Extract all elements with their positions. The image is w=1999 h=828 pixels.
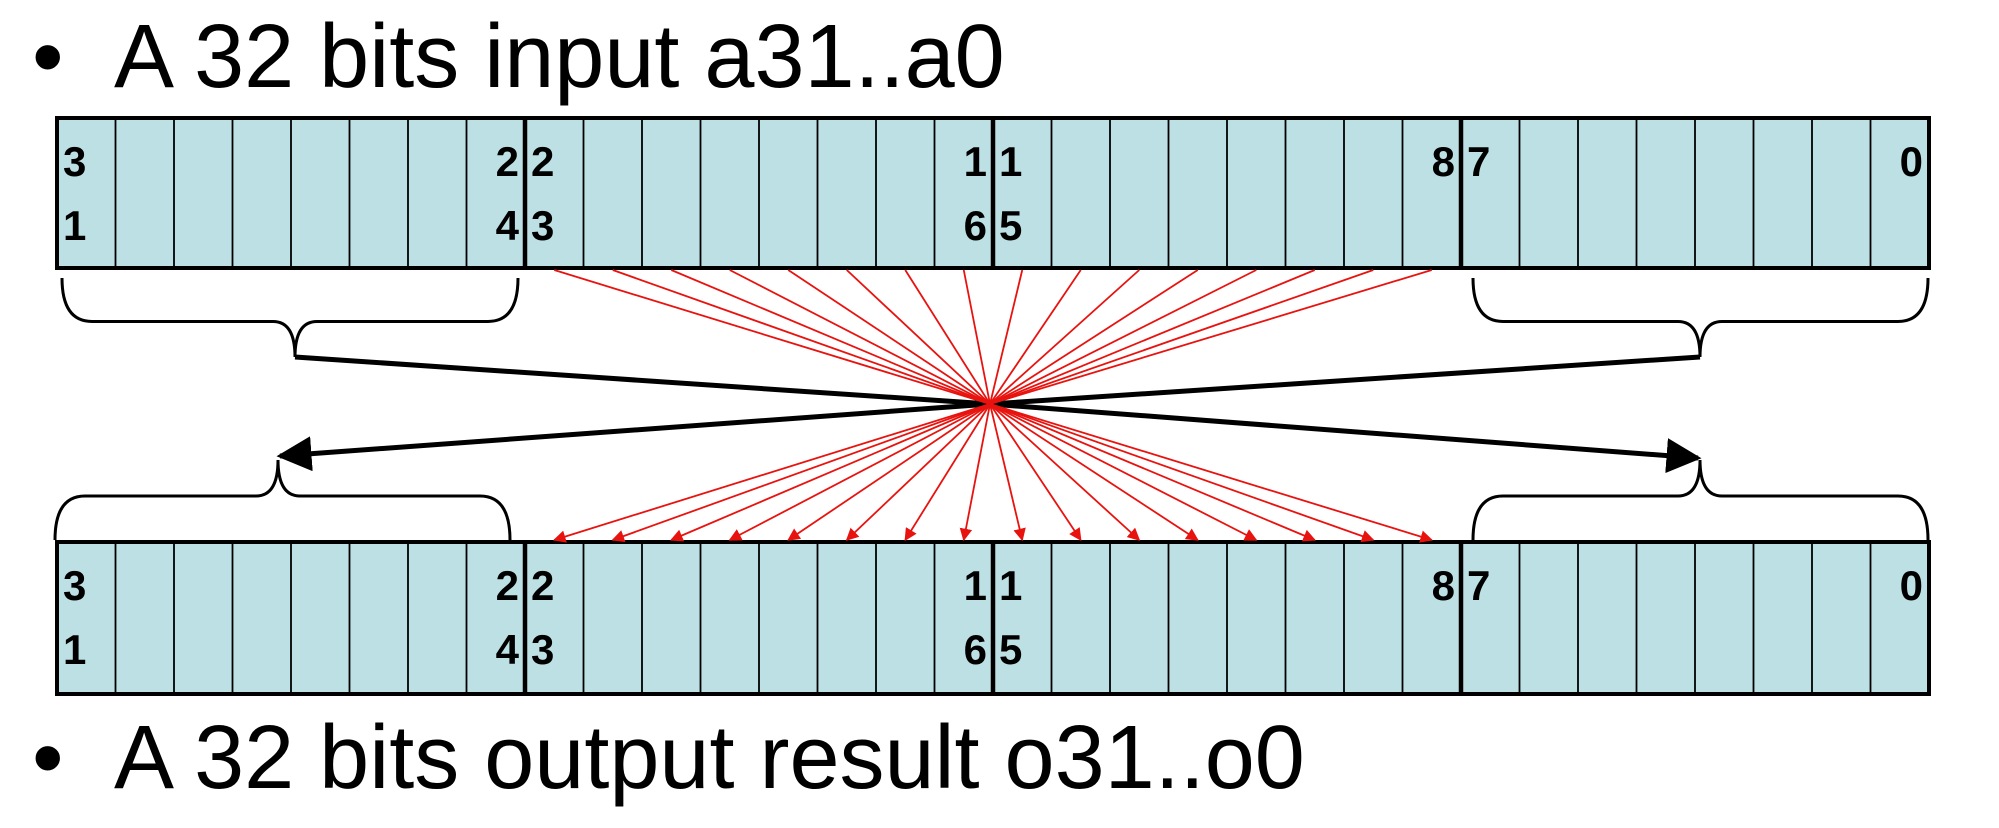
output-label-b31-1: 1 — [63, 626, 86, 673]
wire-red-in-10 — [989, 269, 1316, 405]
output-label-b8-0: 8 — [1432, 562, 1455, 609]
bullet-input: • A 32 bits input a31..a0 — [32, 12, 1005, 102]
input-label-b31-0: 3 — [63, 138, 86, 185]
input-label-b15-0: 1 — [999, 138, 1022, 185]
wire-red-in-15 — [989, 269, 1024, 405]
wire-red-in-23 — [553, 269, 991, 405]
input-label-b16-0: 1 — [964, 138, 987, 185]
wire-red-in-8 — [989, 269, 1433, 405]
wire-black-top-byte-out — [276, 401, 991, 472]
wire-red-out-15 — [989, 403, 1026, 542]
wire-red-in-19 — [787, 269, 991, 405]
wire-black-top-byte-in — [294, 354, 991, 407]
wire-red-in-20 — [729, 269, 991, 405]
input-label-b24-1: 4 — [496, 202, 520, 249]
output-label-b16-1: 6 — [964, 626, 987, 673]
wire-red-out-10 — [989, 403, 1316, 542]
wire-red-out-22 — [611, 403, 991, 543]
wire-red-in-22 — [612, 269, 991, 405]
wire-red-in-14 — [989, 269, 1082, 405]
wire-red-out-11 — [989, 403, 1258, 541]
output-description: A 32 bits output result o31..o0 — [114, 708, 1305, 808]
wire-red-out-16 — [959, 403, 991, 542]
wire-red-out-21 — [670, 403, 991, 542]
input-label-b7-0: 7 — [1467, 138, 1490, 185]
wire-red-out-12 — [989, 403, 1199, 541]
wire-red-out-17 — [904, 403, 991, 542]
bullet-output: • A 32 bits output result o31..o0 — [32, 713, 1305, 803]
bullet-marker: • — [32, 7, 64, 107]
output-label-b7-0: 7 — [1467, 562, 1490, 609]
wire-red-out-20 — [728, 403, 991, 541]
input-label-b15-1: 5 — [999, 202, 1022, 249]
wire-red-out-9 — [989, 403, 1375, 543]
output-label-b23-0: 2 — [531, 562, 554, 609]
wire-black-low-byte-out — [989, 401, 1702, 474]
wire-red-out-23 — [553, 403, 991, 543]
wire-red-in-17 — [904, 269, 991, 405]
brace-output-low-byte — [1471, 459, 1930, 541]
input-label-b23-1: 3 — [531, 202, 554, 249]
output-label-b31-0: 3 — [63, 562, 86, 609]
input-label-b0-0: 0 — [1900, 138, 1923, 185]
output-label-b0-0: 0 — [1900, 562, 1923, 609]
output-label-b16-0: 1 — [964, 562, 987, 609]
output-label-b23-1: 3 — [531, 626, 554, 673]
input-label-b23-0: 2 — [531, 138, 554, 185]
input-description: A 32 bits input a31..a0 — [114, 7, 1005, 107]
wire-black-low-byte-in — [989, 354, 1701, 407]
wire-red-in-18 — [846, 269, 991, 405]
wire-red-out-13 — [989, 403, 1141, 541]
brace-input-top-byte — [60, 277, 520, 358]
wire-red-in-16 — [962, 269, 991, 405]
input-label-b16-1: 6 — [964, 202, 987, 249]
wires — [276, 269, 1702, 543]
wire-red-in-9 — [989, 269, 1374, 405]
wire-red-out-8 — [989, 403, 1433, 543]
wire-red-in-21 — [670, 269, 991, 405]
wire-red-in-11 — [989, 269, 1257, 405]
input-label-b24-0: 2 — [496, 138, 519, 185]
output-label-b24-1: 4 — [496, 626, 520, 673]
input-label-b8-0: 8 — [1432, 138, 1455, 185]
wire-red-in-12 — [989, 269, 1199, 405]
wire-red-in-13 — [989, 269, 1140, 405]
output-label-b15-0: 1 — [999, 562, 1022, 609]
wire-red-out-14 — [989, 403, 1082, 542]
wire-red-out-19 — [787, 403, 991, 541]
output-label-b24-0: 2 — [496, 562, 519, 609]
wire-red-out-18 — [845, 403, 991, 541]
brace-output-top-byte — [53, 459, 512, 541]
output-label-b15-1: 5 — [999, 626, 1022, 673]
brace-input-low-byte — [1471, 277, 1930, 358]
bullet-marker: • — [32, 708, 64, 808]
input-label-b31-1: 1 — [63, 202, 86, 249]
